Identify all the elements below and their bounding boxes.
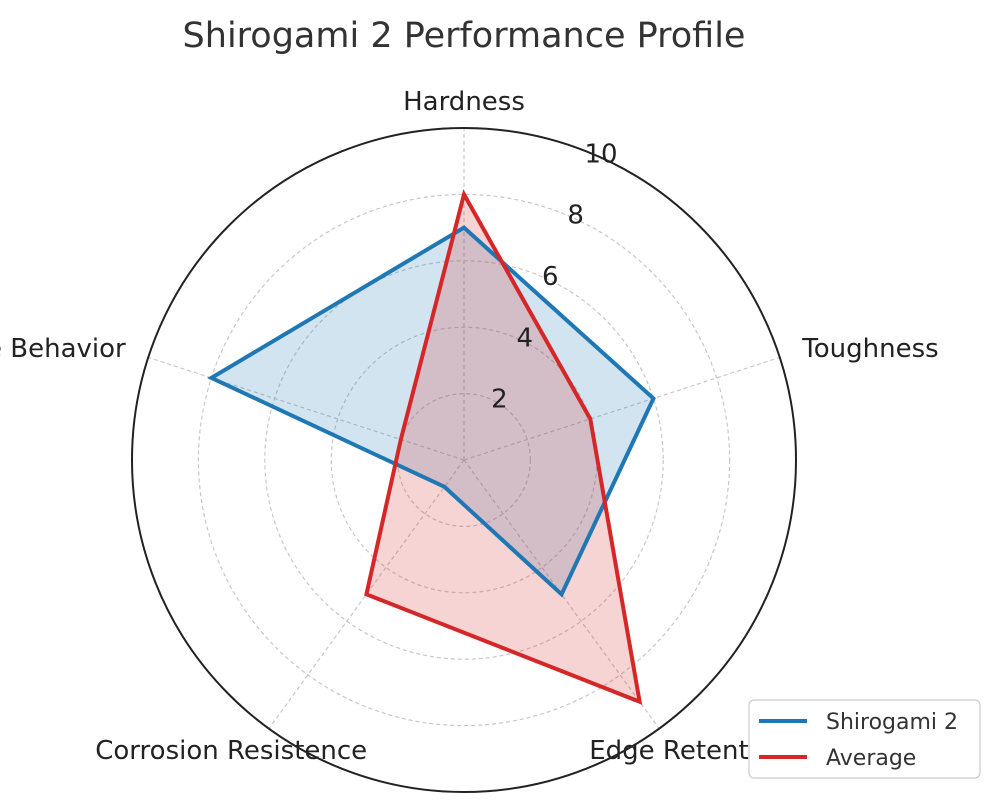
axis-label-edge-behavior: Edge Behavior [0,334,126,364]
grid-ring-2 [397,393,532,528]
axis-label-toughness: Toughness [801,334,938,364]
series-fill-shirogami-2 [211,227,654,595]
series-line-shirogami-2 [207,225,656,598]
grid-ring-8 [197,193,731,727]
tick-label-4: 4 [517,323,534,353]
outer-frame [131,127,797,793]
legend: Shirogami 2 Average [748,699,981,779]
radial-tick-labels: 2 4 6 8 10 [491,139,617,414]
tick-label-2: 2 [491,385,508,415]
series-line-average [364,189,643,705]
grid-spoke-edge-retention [463,459,660,729]
grid-spoke-edge-behavior [148,356,465,461]
series-layer [207,189,656,705]
grid-spoke-toughness [463,356,780,461]
tick-label-8: 8 [567,201,584,231]
tick-label-6: 6 [542,262,559,292]
grid [131,127,797,793]
chart-title: Shirogami 2 Performance Profile [183,16,746,56]
legend-label-average: Average [826,746,916,771]
grid-spoke-corrosion-resistence [268,459,465,729]
axis-label-corrosion-resistence: Corrosion Resistence [95,736,367,766]
legend-label-shirogami-2: Shirogami 2 [826,710,958,735]
axis-label-hardness: Hardness [403,87,525,117]
tick-label-10: 10 [585,139,618,169]
